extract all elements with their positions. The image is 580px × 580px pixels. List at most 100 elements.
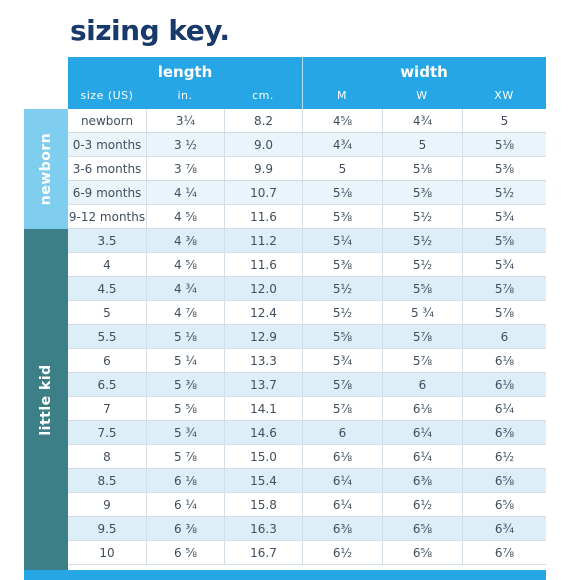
cell-m: 6 <box>302 421 382 445</box>
cell-w: 6⅛ <box>382 397 462 421</box>
cell-w: 5 ¾ <box>382 301 462 325</box>
cell-size: 8 <box>103 450 111 464</box>
cell-size: 6-9 months <box>72 186 142 200</box>
table-row: 4.5 4 ¾ 12.0 5½ 5⅝ 5⅞ <box>68 277 546 301</box>
cell-m: 5¾ <box>302 349 382 373</box>
cell-size: 7 <box>103 402 111 416</box>
cell-m: 5⅜ <box>302 253 382 277</box>
cell-cm: 15.8 <box>224 493 302 517</box>
cell-w: 5⅞ <box>382 349 462 373</box>
col-m-header: M <box>337 89 347 102</box>
cell-size: 8.5 <box>97 474 117 488</box>
cell-in: 3¼ <box>146 109 224 133</box>
cell-cm: 15.0 <box>224 445 302 469</box>
cell-size: 10 <box>99 546 115 560</box>
cell-size: 5.5 <box>97 330 117 344</box>
cell-xw: 5⅞ <box>462 301 546 325</box>
cell-w: 6¼ <box>382 445 462 469</box>
cell-in: 6 ⅝ <box>146 541 224 565</box>
table-row: 8 5 ⅞ 15.0 6⅛ 6¼ 6½ <box>68 445 546 469</box>
col-xw-header: XW <box>494 89 514 102</box>
table-row: 6.5 5 ⅜ 13.7 5⅞ 6 6⅛ <box>68 373 546 397</box>
cell-in: 4 ⅞ <box>146 301 224 325</box>
cell-cm: 13.3 <box>224 349 302 373</box>
cell-m: 4¾ <box>302 133 382 157</box>
cell-w: 5⅜ <box>382 181 462 205</box>
cell-size: 6.5 <box>97 378 117 392</box>
cell-xw: 6¼ <box>462 397 546 421</box>
sizing-table: length width size (US) in. cm. M W XW ne… <box>24 57 546 580</box>
cell-cm: 9.9 <box>224 157 302 181</box>
cell-cm: 14.1 <box>224 397 302 421</box>
cell-size: 4.5 <box>97 282 117 296</box>
table-row: 4 4 ⅝ 11.6 5⅜ 5½ 5¾ <box>68 253 546 277</box>
cell-xw: 6 <box>462 325 546 349</box>
cell-xw: 5½ <box>462 181 546 205</box>
cell-m: 5⅝ <box>302 325 382 349</box>
cell-in: 5 ¾ <box>146 421 224 445</box>
cell-in: 4 ⅝ <box>146 253 224 277</box>
cell-m: 5⅛ <box>302 181 382 205</box>
cell-cm: 12.0 <box>224 277 302 301</box>
cell-in: 5 ⅛ <box>146 325 224 349</box>
cell-m: 4⅝ <box>302 109 382 133</box>
cell-xw: 5 <box>462 109 546 133</box>
cell-in: 4 ¼ <box>146 181 224 205</box>
table-row: 6 5 ¼ 13.3 5¾ 5⅞ 6⅛ <box>68 349 546 373</box>
cell-in: 4 ⅜ <box>146 229 224 253</box>
table-row: newborn 3¼ 8.2 4⅝ 4¾ 5 <box>68 109 546 133</box>
cell-xw: 5¾ <box>462 205 546 229</box>
cell-m: 5½ <box>302 301 382 325</box>
cell-xw: 5⅝ <box>462 229 546 253</box>
col-cm-header: cm. <box>252 89 274 102</box>
cell-w: 5 <box>382 133 462 157</box>
cell-size: 3.5 <box>97 234 117 248</box>
cell-cm: 11.6 <box>224 253 302 277</box>
group-little-kid: little kid <box>24 229 68 570</box>
cell-cm: 14.6 <box>224 421 302 445</box>
cell-m: 6⅛ <box>302 445 382 469</box>
cell-w: 5⅞ <box>382 325 462 349</box>
cell-cm: 8.2 <box>224 109 302 133</box>
cell-m: 5 <box>302 157 382 181</box>
cell-size: 3-6 months <box>72 162 142 176</box>
cell-m: 5⅞ <box>302 373 382 397</box>
cell-w: 5½ <box>382 205 462 229</box>
cell-in: 3 ⅞ <box>146 157 224 181</box>
cell-cm: 10.7 <box>224 181 302 205</box>
cell-m: 5¼ <box>302 229 382 253</box>
header-divider <box>302 57 303 109</box>
cell-in: 5 ⅜ <box>146 373 224 397</box>
cell-cm: 13.7 <box>224 373 302 397</box>
cell-in: 4 ¾ <box>146 277 224 301</box>
col-size-header: size (US) <box>80 89 134 102</box>
table-header: length width size (US) in. cm. M W XW <box>68 57 546 109</box>
cell-m: 5½ <box>302 277 382 301</box>
cell-xw: 6⅜ <box>462 421 546 445</box>
cell-in: 6 ⅛ <box>146 469 224 493</box>
table-row: 3.5 4 ⅜ 11.2 5¼ 5½ 5⅝ <box>68 229 546 253</box>
cell-xw: 6⅞ <box>462 541 546 565</box>
cell-size: 9 <box>103 498 111 512</box>
cell-xw: 5⅞ <box>462 277 546 301</box>
cell-w: 4¾ <box>382 109 462 133</box>
next-section-bar <box>68 570 546 580</box>
cell-w: 6 <box>382 373 462 397</box>
group-little-kid-label: little kid <box>38 363 54 436</box>
table-row: 9.5 6 ⅜ 16.3 6⅜ 6⅝ 6¾ <box>68 517 546 541</box>
table-row: 7 5 ⅝ 14.1 5⅞ 6⅛ 6¼ <box>68 397 546 421</box>
cell-cm: 12.9 <box>224 325 302 349</box>
cell-w: 6⅝ <box>382 541 462 565</box>
col-w-header: W <box>416 89 428 102</box>
cell-w: 5½ <box>382 253 462 277</box>
cell-in: 5 ⅞ <box>146 445 224 469</box>
cell-in: 5 ¼ <box>146 349 224 373</box>
cell-m: 6¼ <box>302 469 382 493</box>
cell-xw: 6¾ <box>462 517 546 541</box>
cell-in: 3 ½ <box>146 133 224 157</box>
cell-m: 6⅜ <box>302 517 382 541</box>
cell-size: 0-3 months <box>72 138 142 152</box>
cell-size: 9-12 months <box>68 210 146 224</box>
cell-xw: 6½ <box>462 445 546 469</box>
cell-size: 6 <box>103 354 111 368</box>
